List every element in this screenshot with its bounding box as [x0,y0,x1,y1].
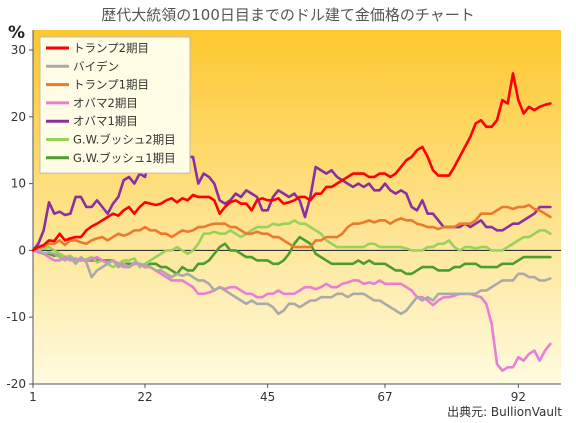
series-line-0 [31,72,552,252]
x-tick-label: 92 [511,390,526,404]
axes: -20 -10 0 10 20 30 1 22 45 67 92 [6,30,561,404]
legend-entry: G.W.ブッシュ2期目 [73,133,176,147]
y-tick-label: -10 [6,310,26,324]
legend-entry: トランプ2期目 [73,41,149,55]
y-tick-label: 0 [18,243,26,257]
chart-title: 歴代大統領の100日目までのドル建て金価格のチャート [101,6,474,24]
x-tick-label: 45 [260,390,275,404]
x-tick-label: 1 [29,390,37,404]
y-tick-label: 10 [11,177,26,191]
series-line-2 [31,203,552,252]
series-lines [31,72,552,372]
x-tick-label: 67 [377,390,392,404]
y-tick-label: 30 [11,43,26,57]
y-tick-label: 20 [11,110,26,124]
legend-entry: G.W.ブッシュ1期目 [73,151,176,165]
y-tick-label: -20 [6,377,26,391]
legend-entry: オバマ1期目 [73,114,138,128]
legend-entry: バイデン [73,59,119,73]
x-tick-label: 22 [137,390,152,404]
legend-entry: オバマ2期目 [73,96,138,110]
series-line-1 [31,247,552,316]
legend-entry: トランプ1期目 [73,78,149,92]
legend-box [39,36,191,174]
y-axis-unit-label: % [8,23,25,43]
source-credit: 出典元: BullionVault [447,405,562,419]
